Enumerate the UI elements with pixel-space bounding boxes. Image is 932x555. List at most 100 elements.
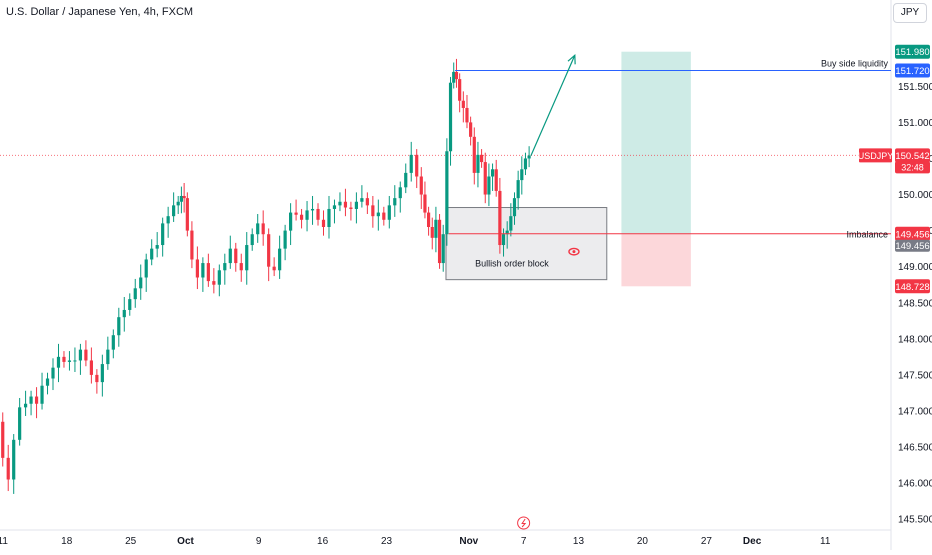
candle-body[interactable] <box>155 245 159 249</box>
candle-body[interactable] <box>494 169 498 191</box>
candle-body[interactable] <box>73 360 77 362</box>
candle-body[interactable] <box>487 176 491 195</box>
candle-body[interactable] <box>23 403 28 408</box>
candle-body[interactable] <box>133 288 137 300</box>
candle-body[interactable] <box>398 187 402 199</box>
stop-loss-zone[interactable] <box>621 233 691 287</box>
candle-body[interactable] <box>223 263 227 271</box>
candle-body[interactable] <box>472 136 476 173</box>
candle-body[interactable] <box>182 195 186 199</box>
candle-body[interactable] <box>18 407 22 440</box>
candle-body[interactable] <box>150 248 154 260</box>
candle-body[interactable] <box>523 158 528 170</box>
candle-body[interactable] <box>387 205 391 220</box>
candle-body[interactable] <box>512 198 517 217</box>
candle-body[interactable] <box>316 208 320 220</box>
candle-body[interactable] <box>185 198 189 231</box>
candle-body[interactable] <box>12 439 16 480</box>
candle-body[interactable] <box>354 201 358 209</box>
candle-body[interactable] <box>505 230 509 235</box>
candle-body[interactable] <box>454 71 459 80</box>
candle-body[interactable] <box>201 263 205 278</box>
candle-body[interactable] <box>349 207 353 209</box>
candle-body[interactable] <box>122 309 126 318</box>
candle-body[interactable] <box>305 210 309 220</box>
candle-body[interactable] <box>228 248 232 264</box>
candle-body[interactable] <box>78 349 83 361</box>
candle-body[interactable] <box>483 162 487 195</box>
candle-body[interactable] <box>360 198 364 202</box>
candle-body[interactable] <box>179 195 183 202</box>
candle-body[interactable] <box>172 205 176 217</box>
candle-body[interactable] <box>382 212 386 220</box>
candle-body[interactable] <box>501 234 506 246</box>
candle-body[interactable] <box>100 364 104 383</box>
candle-body[interactable] <box>40 385 44 404</box>
candle-body[interactable] <box>272 266 276 271</box>
projection-arrow-line[interactable] <box>530 55 576 156</box>
candle-body[interactable] <box>498 190 502 246</box>
candle-body[interactable] <box>448 82 453 152</box>
candle-body[interactable] <box>294 212 298 215</box>
candle-body[interactable] <box>84 349 88 361</box>
candle-body[interactable] <box>437 219 442 264</box>
candle-body[interactable] <box>461 100 465 108</box>
candle-body[interactable] <box>409 154 413 173</box>
candle-body[interactable] <box>245 245 249 271</box>
candle-body[interactable] <box>1 421 5 458</box>
candle-body[interactable] <box>419 176 423 195</box>
candle-body[interactable] <box>426 212 431 227</box>
profit-zone[interactable] <box>621 51 691 234</box>
candle-body[interactable] <box>445 151 449 235</box>
candle-body[interactable] <box>217 270 221 285</box>
candle-body[interactable] <box>371 205 375 217</box>
candle-body[interactable] <box>321 219 326 227</box>
candle-body[interactable] <box>509 216 513 231</box>
candle-body[interactable] <box>327 208 331 227</box>
candle-body[interactable] <box>299 214 304 220</box>
candle-body[interactable] <box>441 234 445 264</box>
candle-body[interactable] <box>206 263 210 282</box>
candle-body[interactable] <box>516 180 520 199</box>
candle-body[interactable] <box>476 154 480 173</box>
eye-icon[interactable] <box>568 247 580 256</box>
candle-body[interactable] <box>332 205 337 209</box>
candle-body[interactable] <box>261 223 265 235</box>
candle-body[interactable] <box>250 234 254 246</box>
candle-body[interactable] <box>62 356 66 362</box>
candle-body[interactable] <box>117 317 121 336</box>
candle-body[interactable] <box>283 230 287 249</box>
currency-button[interactable]: JPY <box>893 3 927 23</box>
candle-body[interactable] <box>56 356 61 368</box>
candle-body[interactable] <box>393 198 397 206</box>
candle-body[interactable] <box>423 194 427 213</box>
candle-body[interactable] <box>234 248 238 264</box>
candle-body[interactable] <box>310 208 315 211</box>
candle-body[interactable] <box>490 169 495 177</box>
candle-body[interactable] <box>89 360 93 375</box>
candle-body[interactable] <box>404 172 408 188</box>
candle-body[interactable] <box>29 396 33 404</box>
candle-body[interactable] <box>469 122 473 137</box>
candle-body[interactable] <box>45 378 50 386</box>
candle-body[interactable] <box>95 374 99 383</box>
candle-body[interactable] <box>343 201 348 208</box>
candle-body[interactable] <box>139 277 143 289</box>
candle-body[interactable] <box>479 154 484 163</box>
candle-body[interactable] <box>458 79 462 101</box>
candle-body[interactable] <box>166 216 170 224</box>
candle-body[interactable] <box>51 367 55 379</box>
candle-body[interactable] <box>267 234 271 267</box>
candle-body[interactable] <box>106 349 110 365</box>
candle-body[interactable] <box>376 212 380 217</box>
candle-body[interactable] <box>289 212 293 231</box>
candle-body[interactable] <box>34 396 39 404</box>
candle-body[interactable] <box>434 219 438 238</box>
candle-body[interactable] <box>365 198 369 206</box>
candle-body[interactable] <box>527 155 531 159</box>
candle-body[interactable] <box>452 71 456 83</box>
candle-body[interactable] <box>111 335 115 350</box>
candle-body[interactable] <box>195 259 199 278</box>
order-block-box[interactable] <box>445 207 608 281</box>
